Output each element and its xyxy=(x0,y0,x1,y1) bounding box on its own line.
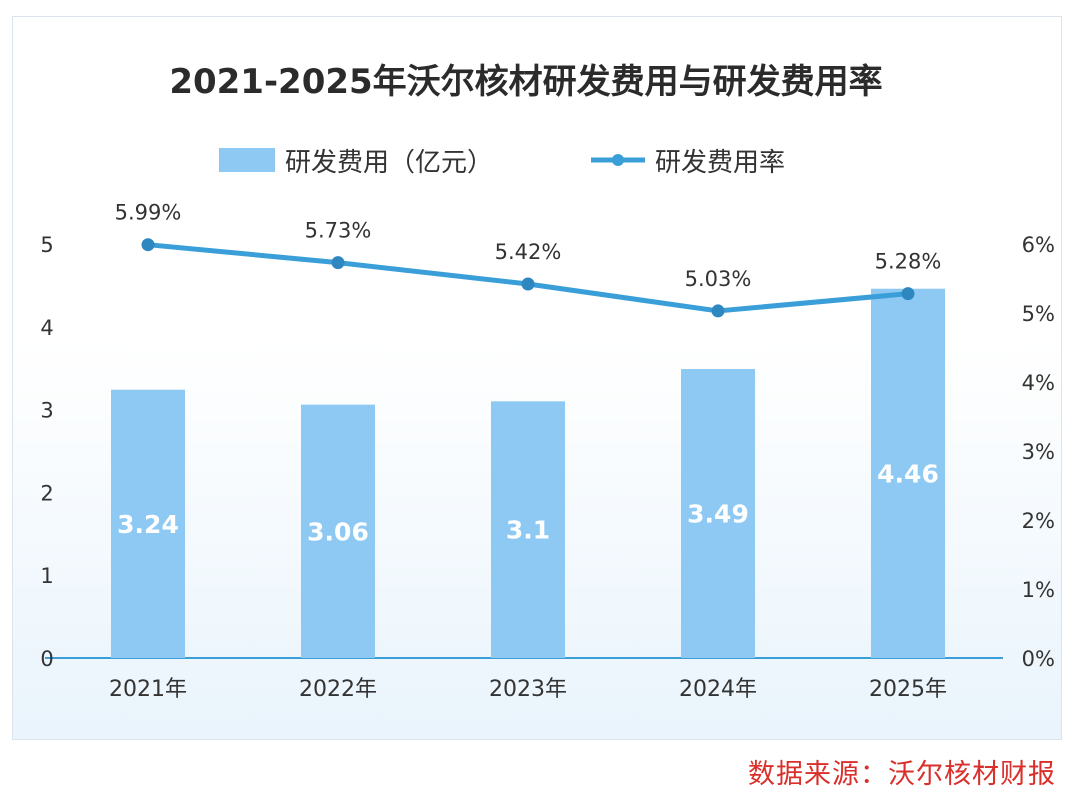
legend: 研发费用（亿元） 研发费用率 xyxy=(219,148,785,178)
rate-point xyxy=(901,287,915,301)
bar-value-label: 3.1 xyxy=(506,516,550,545)
y-left-tick-label: 5 xyxy=(40,233,53,257)
x-tick-label: 2023年 xyxy=(489,677,567,702)
bar-value-label: 3.06 xyxy=(307,517,369,546)
rate-value-label: 5.03% xyxy=(685,267,752,291)
rate-value-label: 5.73% xyxy=(305,219,372,243)
bar xyxy=(301,404,375,658)
rate-value-label: 5.42% xyxy=(495,240,562,264)
y-right-tick-label: 3% xyxy=(1022,440,1055,464)
y-left-tick-label: 0 xyxy=(40,647,53,671)
y-right-tick-label: 5% xyxy=(1022,302,1055,326)
y-left-tick-label: 3 xyxy=(40,399,53,423)
bar xyxy=(111,389,185,658)
chart-card: 2021-2025年沃尔核材研发费用与研发费用率 研发费用（亿元） 研发费用率 0… xyxy=(12,16,1062,740)
rate-point xyxy=(141,238,155,252)
rate-line xyxy=(141,238,915,318)
bars: 3.24 3.06 3.1 3.49 4.46 xyxy=(111,288,945,658)
x-tick-label: 2021年 xyxy=(109,677,187,702)
chart-title: 2021-2025年沃尔核材研发费用与研发费用率 xyxy=(169,62,882,102)
chart-svg: 2021-2025年沃尔核材研发费用与研发费用率 研发费用（亿元） 研发费用率 0… xyxy=(40,62,1055,702)
legend-swatch-bar xyxy=(219,148,275,172)
bar-value-label: 3.49 xyxy=(687,500,749,529)
y-right-tick-label: 2% xyxy=(1022,509,1055,533)
rate-point xyxy=(521,277,535,291)
axes: 0 1 2 3 4 5 0% 1% 2% 3% 4% 5% 6% 2021年 2022年 2023年 2024年… xyxy=(40,233,1055,702)
source-note: 数据来源：沃尔核材财报 xyxy=(748,759,1056,790)
bar-value-label: 4.46 xyxy=(877,459,939,488)
x-tick-label: 2025年 xyxy=(869,677,947,702)
data-labels: 5.99% 5.73% 5.42% 5.03% 5.28% xyxy=(115,201,942,291)
y-right-tick-label: 1% xyxy=(1022,578,1055,602)
legend-label-line: 研发费用率 xyxy=(655,148,785,178)
bar xyxy=(681,369,755,658)
y-right-tick-label: 0% xyxy=(1022,647,1055,671)
bar xyxy=(491,401,565,658)
x-tick-label: 2022年 xyxy=(299,677,377,702)
x-tick-label: 2024年 xyxy=(679,677,757,702)
y-left-tick-label: 2 xyxy=(40,481,53,505)
rate-value-label: 5.99% xyxy=(115,201,182,225)
bar-value-label: 3.24 xyxy=(117,510,179,539)
y-right-tick-label: 4% xyxy=(1022,371,1055,395)
y-left-tick-label: 1 xyxy=(40,564,53,588)
rate-point xyxy=(331,256,345,270)
y-right-tick-label: 6% xyxy=(1022,233,1055,257)
bar xyxy=(871,288,945,658)
rate-value-label: 5.28% xyxy=(875,250,942,274)
rate-point xyxy=(711,304,725,318)
legend-label-bar: 研发费用（亿元） xyxy=(285,148,493,178)
y-left-tick-label: 4 xyxy=(40,316,53,340)
legend-swatch-marker xyxy=(612,154,624,166)
